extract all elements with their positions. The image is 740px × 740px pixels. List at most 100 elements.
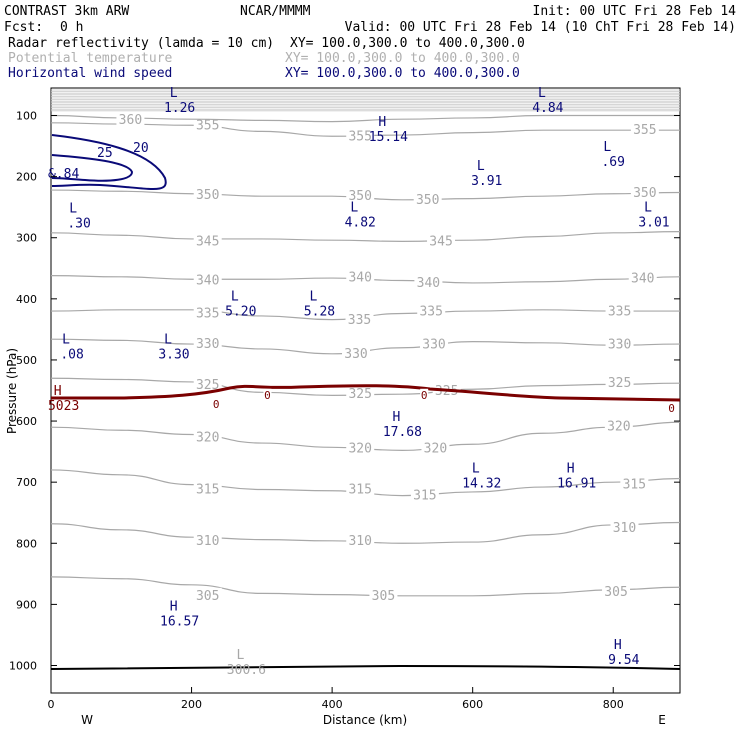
theta-label-mask [346, 188, 375, 203]
wind-contour-20 [51, 134, 167, 190]
theta-label-mask [345, 312, 374, 327]
model-title: CONTRAST 3km ARW [4, 4, 129, 19]
theta-label-mask [413, 191, 442, 206]
theta-label-mask [605, 303, 634, 318]
x-tick-label: 200 [181, 698, 202, 711]
extremum-value: 5.20 [225, 305, 256, 320]
theta-label-mask [193, 117, 222, 132]
theta-label-mask [602, 584, 631, 599]
field-xy-theta: XY= 100.0,300.0 to 400.0,300.0 [285, 51, 520, 66]
theta-label-355: 355 [633, 123, 656, 138]
field-name-theta: Potential temperature [8, 51, 173, 66]
extremum-value: .30 [67, 217, 90, 232]
extremum-value: 9.54 [608, 653, 639, 668]
theta-label-mask [610, 520, 639, 534]
x-tick-label: 600 [462, 698, 483, 711]
reflectivity-label-mask [667, 402, 676, 414]
extremum-value: 5023 [48, 399, 79, 414]
extremum-type-H: H [170, 600, 178, 615]
field-xy-reflectivity: XY= 100.0,300.0 to 400.0,300.0 [290, 36, 525, 51]
extremum-value: 3.01 [638, 216, 669, 231]
extremum-type-H: H [567, 461, 575, 476]
wind-contours: 25 20 [51, 134, 167, 190]
extremum-type-L: L [170, 86, 178, 101]
theta-label-mask [193, 305, 222, 320]
extremum-type-L: L [477, 159, 485, 174]
west-label: W [81, 713, 93, 727]
theta-label-360: 360 [119, 113, 142, 128]
x-axis-label: Distance (km) [323, 713, 407, 727]
extremum-value: 15.14 [369, 130, 408, 145]
extremum-value: &.84 [48, 167, 79, 182]
theta-label-355: 355 [348, 129, 371, 144]
extrema-labels: L1.26L4.84H15.14L.69L3.91L.30L4.82L3.01L… [48, 86, 670, 678]
extremum-value: 3.30 [158, 348, 189, 363]
y-tick-label: 500 [16, 354, 37, 367]
reflectivity-label-0: 0 [421, 389, 428, 402]
extremum-type-L: L [644, 201, 652, 216]
east-label: E [658, 713, 666, 727]
theta-label-mask [193, 377, 222, 391]
extremum-value: 1.26 [164, 101, 195, 116]
reflectivity-label-mask [212, 397, 221, 409]
theta-label-345: 345 [196, 234, 219, 249]
theta-label-mask [369, 587, 398, 602]
theta-label-340: 340 [348, 270, 371, 285]
theta-label-330: 330 [196, 337, 219, 352]
extremum-type-L: L [350, 201, 358, 216]
theta-label-330: 330 [422, 338, 445, 353]
theta-label-320: 320 [607, 420, 630, 435]
extremum-type-L: L [472, 461, 480, 476]
theta-label-340: 340 [417, 276, 440, 291]
theta-label-mask [193, 336, 222, 351]
plot-frame [50, 87, 681, 694]
theta-label-310: 310 [613, 521, 636, 536]
reflectivity-label-0: 0 [668, 402, 675, 415]
theta-label-mask [421, 440, 450, 455]
theta-label-mask [116, 111, 145, 126]
extremum-type-L: L [236, 648, 244, 663]
theta-label-mask [346, 128, 375, 143]
extremum-type-H: H [614, 638, 622, 653]
reflectivity-label-mask [263, 388, 272, 400]
theta-label-mask [630, 185, 659, 200]
field-xy-wind: XY= 100.0,300.0 to 400.0,300.0 [285, 66, 520, 81]
reflectivity-label-mask [420, 388, 429, 400]
extremum-value: .69 [601, 155, 624, 170]
theta-label-350: 350 [196, 188, 219, 203]
extremum-value: 16.57 [160, 615, 199, 630]
field-name-reflectivity: Radar reflectivity (lamda = 10 cm) [8, 36, 274, 51]
extremum-value: 4.82 [345, 216, 376, 231]
theta-label-mask [410, 487, 439, 502]
extremum-type-L: L [69, 202, 77, 217]
x-tick-label: 400 [322, 698, 343, 711]
reflectivity-label-0: 0 [264, 389, 271, 402]
theta-label-mask [346, 440, 375, 455]
reflectivity-label-0: 0 [213, 398, 220, 411]
valid-time: Valid: 00 UTC Fri 28 Feb 14 (10 ChT Fri … [345, 20, 736, 35]
fcst-value: 0 h [60, 20, 83, 35]
theta-label-mask [193, 532, 222, 547]
theta-label-mask [346, 532, 375, 547]
theta-label-325: 325 [608, 376, 631, 391]
extremum-value: 4.84 [532, 101, 563, 116]
x-axis: 0 200 400 600 800 [48, 687, 624, 711]
theta-label-310: 310 [196, 534, 219, 549]
theta-label-mask [628, 270, 657, 285]
org-label: NCAR/MMMM [240, 4, 311, 19]
theta-label-mask [604, 418, 633, 433]
theta-label-325: 325 [196, 378, 219, 393]
stratosphere-theta-band [51, 89, 680, 112]
theta-label-355: 355 [196, 118, 219, 133]
theta-label-335: 335 [419, 305, 442, 320]
theta-label-315: 315 [623, 478, 646, 493]
y-tick-label: 1000 [9, 660, 37, 673]
theta-contours: 305 305 305 310 310 310 315 315 315 315 320 320 320 3… [50, 111, 681, 604]
extremum-value: 5.28 [304, 305, 335, 320]
theta-label-335: 335 [196, 307, 219, 322]
theta-label-345: 345 [429, 234, 452, 249]
theta-label-340: 340 [631, 272, 654, 287]
theta-contour-360 [50, 114, 680, 123]
extremum-type-H: H [54, 384, 62, 399]
